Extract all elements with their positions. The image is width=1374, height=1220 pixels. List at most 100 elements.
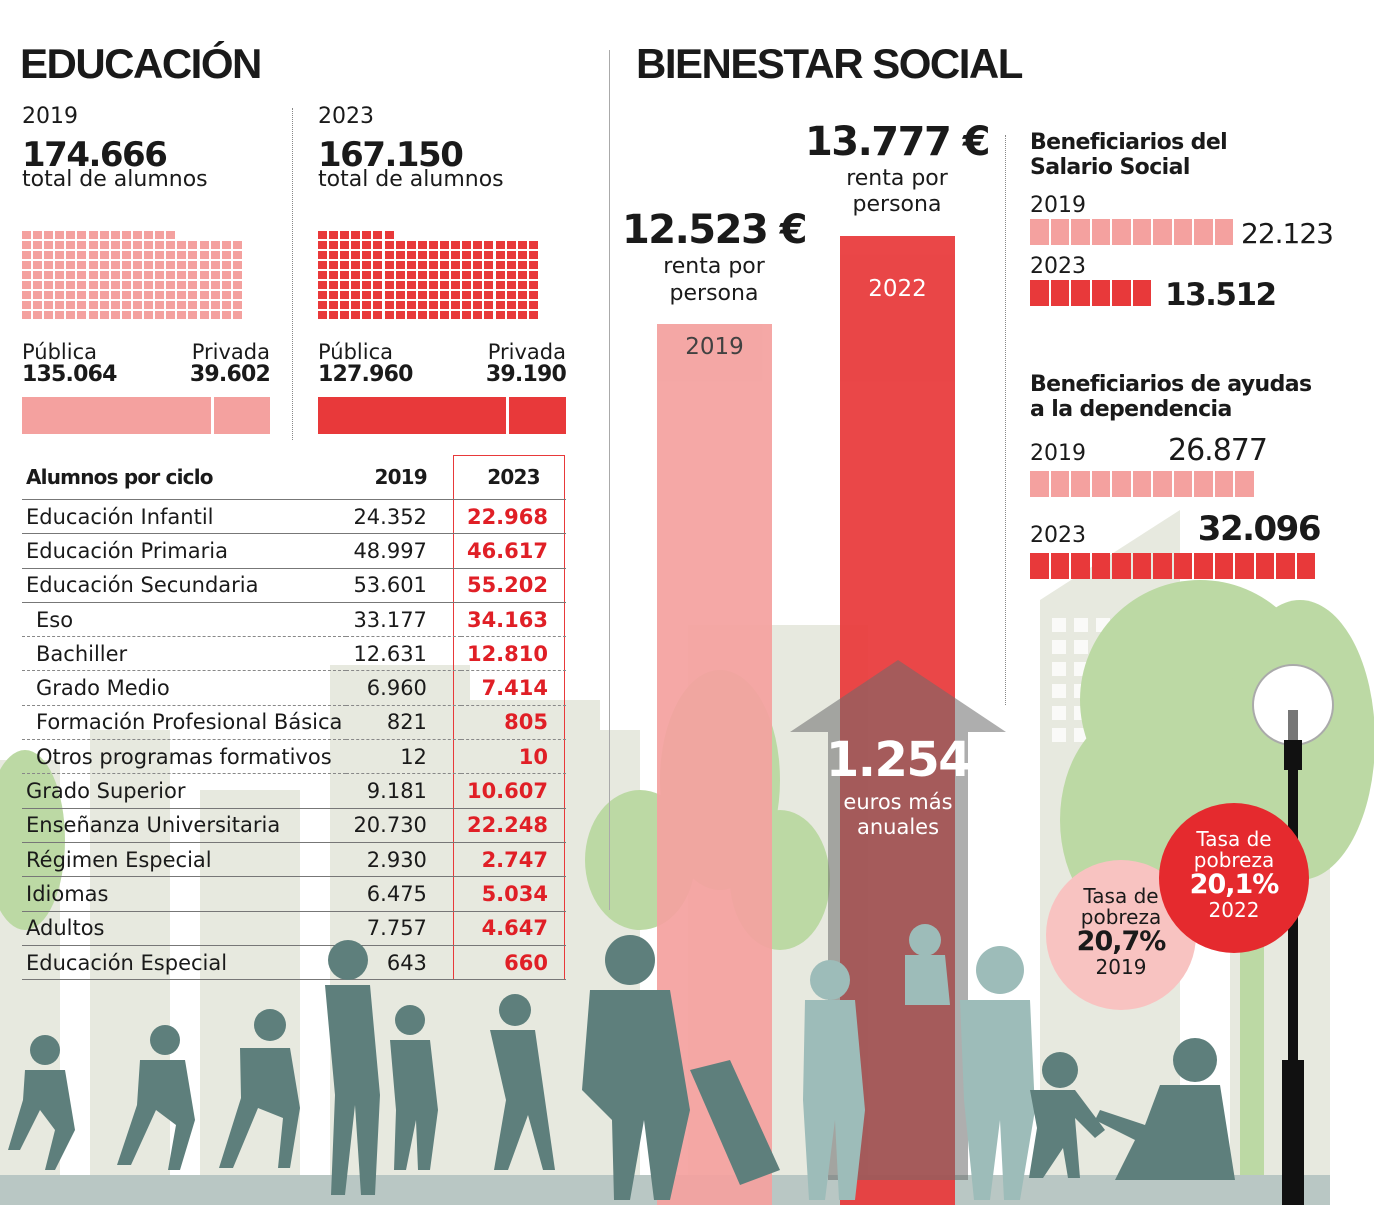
pobreza-label: pobreza xyxy=(1080,905,1162,930)
segment xyxy=(1235,470,1254,497)
bar-year: 2022 xyxy=(868,276,927,302)
waffle-square xyxy=(144,281,154,289)
waffle-square xyxy=(33,241,43,249)
waffle-square xyxy=(22,311,31,319)
waffle-square xyxy=(199,311,209,319)
waffle-square xyxy=(517,261,527,269)
waffle-square xyxy=(451,311,461,319)
segment xyxy=(1091,279,1110,306)
waffle-square xyxy=(110,271,120,279)
waffle-square xyxy=(329,301,339,309)
waffle-square xyxy=(384,241,394,249)
diff-label: anuales xyxy=(856,814,940,839)
waffle-square xyxy=(121,261,131,269)
waffle-square xyxy=(188,291,198,299)
waffle-square xyxy=(395,301,405,309)
window xyxy=(1052,618,1066,632)
waffle-square xyxy=(484,251,494,259)
header-ciclo: Alumnos por ciclo xyxy=(22,455,347,500)
value-2023: 22.248 xyxy=(460,808,566,843)
waffle-square xyxy=(340,311,350,319)
waffle-square xyxy=(166,301,176,309)
waffle-square xyxy=(200,231,209,239)
value-2019: 821 xyxy=(346,705,461,741)
segment xyxy=(1050,552,1069,579)
waffle-square xyxy=(199,261,209,269)
publica-segment xyxy=(318,397,506,434)
section-title-bienestar: BIENESTAR SOCIAL xyxy=(636,40,1023,87)
waffle-square xyxy=(451,281,461,289)
pobreza-year: 2019 xyxy=(1095,954,1147,979)
segment xyxy=(1153,470,1172,497)
value-2023: 805 xyxy=(460,705,566,741)
waffle-square xyxy=(506,311,516,319)
waffle-square xyxy=(329,271,339,279)
waffle-square xyxy=(210,311,220,319)
waffle-square xyxy=(506,301,516,309)
year-label: 2023 xyxy=(318,104,374,129)
waffle-square xyxy=(88,311,98,319)
waffle-square xyxy=(351,281,361,289)
dependencia-panel: Beneficiarios de ayudas a la dependencia… xyxy=(1030,372,1350,581)
renta-difference: 1.254 euros más anuales xyxy=(800,732,996,840)
waffle-square xyxy=(222,231,231,239)
waffle-square xyxy=(132,311,142,319)
waffle-square xyxy=(188,281,198,289)
parents-with-baby-icon xyxy=(803,924,1035,1200)
waffle-square xyxy=(484,271,494,279)
waffle-square xyxy=(33,261,43,269)
waffle-square xyxy=(406,261,416,269)
value-2019: 22.123 xyxy=(1241,217,1334,251)
pobreza-label: Tasa de xyxy=(1196,827,1272,852)
header-2023: 2023 xyxy=(460,455,566,500)
value-2019: 20.730 xyxy=(346,808,461,843)
waffle-square xyxy=(340,251,350,259)
waffle-square xyxy=(232,291,242,299)
value-2023: 10.607 xyxy=(460,773,566,809)
value-2019: 2.930 xyxy=(346,842,461,878)
waffle-square xyxy=(406,241,416,249)
diff-label: euros más xyxy=(843,789,953,814)
waffle-square xyxy=(99,241,109,249)
waffle-square xyxy=(110,251,120,259)
ciclo-name: Educación Infantil xyxy=(22,499,347,535)
publica-label: Pública xyxy=(22,340,98,364)
waffle-square xyxy=(362,301,372,309)
waffle-square xyxy=(77,231,87,239)
waffle-square xyxy=(484,291,494,299)
waffle-square xyxy=(166,261,176,269)
segment xyxy=(1112,218,1131,245)
waffle-square xyxy=(351,271,361,279)
waffle-square xyxy=(473,301,483,309)
waffle-square xyxy=(210,301,220,309)
alumnos-por-ciclo-table: Alumnos por ciclo 2019 2023 Educación In… xyxy=(22,455,566,981)
waffle-square xyxy=(406,291,416,299)
waffle-square xyxy=(188,231,197,239)
waffle-square xyxy=(528,261,538,269)
waffle-square xyxy=(33,231,43,239)
waffle-square xyxy=(318,231,327,239)
waffle-square xyxy=(155,291,165,299)
waffle-square xyxy=(177,261,187,269)
pobreza-2022-circle: Tasa de pobreza 20,1% 2022 xyxy=(1159,803,1309,953)
waffle-square xyxy=(99,311,109,319)
waffle-square xyxy=(362,311,372,319)
waffle-square xyxy=(496,231,505,239)
value-2019: 48.997 xyxy=(346,533,461,569)
segments-2023 xyxy=(1030,552,1350,581)
section-divider xyxy=(609,50,610,910)
waffle-square xyxy=(329,241,339,249)
segment xyxy=(1194,552,1213,579)
waffle-square xyxy=(132,281,142,289)
waffle-square xyxy=(507,231,516,239)
waffle-square xyxy=(166,311,176,319)
waffle-square xyxy=(121,271,131,279)
waffle-square xyxy=(395,281,405,289)
waffle-square xyxy=(462,311,472,319)
segment xyxy=(1296,552,1315,579)
ciclo-name: Enseñanza Universitaria xyxy=(22,808,347,843)
waffle-square xyxy=(506,241,516,249)
waffle-square xyxy=(462,251,472,259)
waffle-square xyxy=(484,231,493,239)
table-row: Grado Superior 9.181 10.607 xyxy=(22,773,566,809)
